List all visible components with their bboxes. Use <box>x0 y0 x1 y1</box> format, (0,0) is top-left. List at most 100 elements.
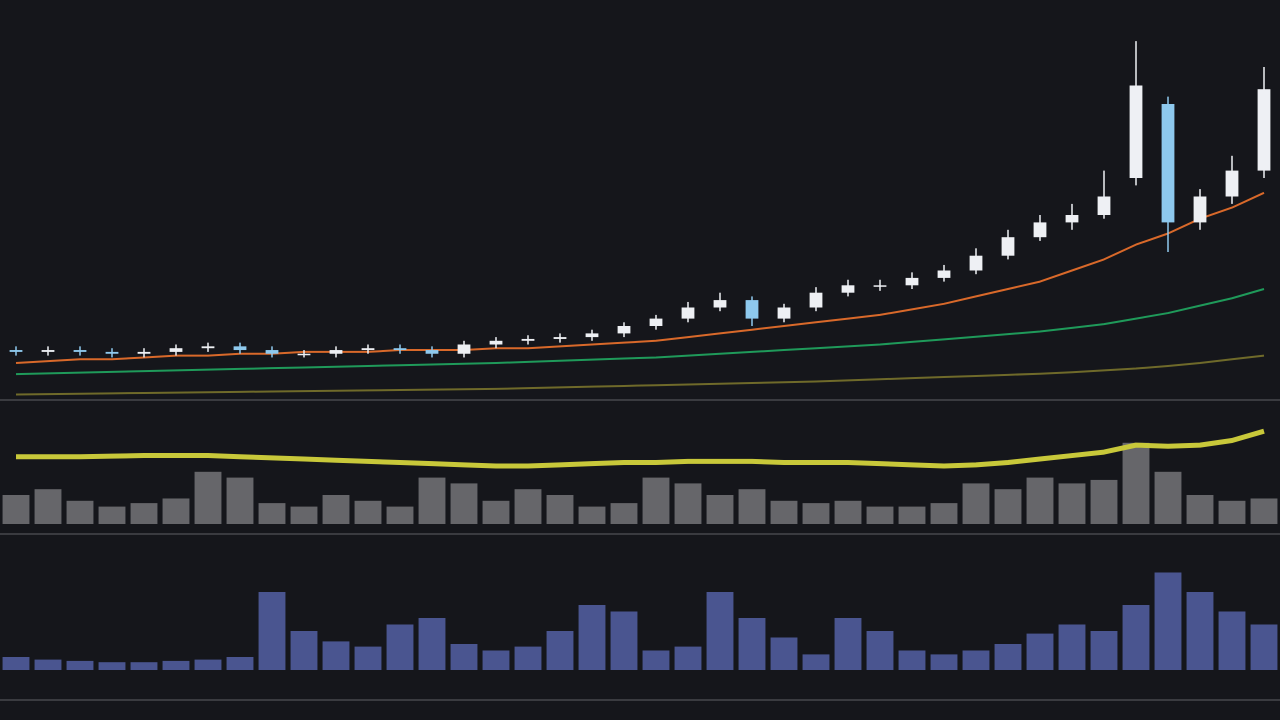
volume-bar <box>354 500 382 524</box>
volume-bar <box>2 657 30 670</box>
candle-body <box>137 351 151 354</box>
volume-bar <box>610 611 638 670</box>
candle-body <box>169 348 183 352</box>
candle-body <box>73 350 87 352</box>
candle-body <box>777 307 791 319</box>
volume-bar <box>482 650 510 670</box>
volume-bar <box>130 662 158 670</box>
candle-body <box>905 277 919 286</box>
volume-bar <box>578 605 606 670</box>
volume-bar <box>674 483 702 524</box>
volume-bar <box>994 489 1022 524</box>
volume-bar <box>1250 624 1278 670</box>
volume-bar <box>898 650 926 670</box>
candle-body <box>713 300 727 308</box>
volume-bar <box>834 618 862 670</box>
volume-bar <box>642 477 670 524</box>
volume-bar <box>962 483 990 524</box>
volume-bar <box>226 657 254 670</box>
candle-body <box>841 285 855 293</box>
volume-bar <box>290 506 318 524</box>
candle-body <box>937 270 951 278</box>
candle-body <box>585 333 599 338</box>
volume-bar <box>706 592 734 670</box>
candle-body <box>457 344 471 354</box>
candle-body <box>233 346 247 351</box>
volume-bar <box>290 631 318 670</box>
volume-bar <box>610 503 638 524</box>
candle-body <box>1001 237 1015 256</box>
volume-bar <box>802 654 830 670</box>
candle-body <box>745 300 759 319</box>
candle-body <box>1033 222 1047 238</box>
candle-body <box>9 350 23 352</box>
candle-body <box>393 348 407 351</box>
volume-bar <box>1026 633 1054 670</box>
volume-bar <box>1090 631 1118 670</box>
volume-bar <box>162 660 190 670</box>
volume-bar <box>866 631 894 670</box>
volume-bar <box>546 495 574 524</box>
volume-bar <box>66 660 94 670</box>
volume-bar <box>770 637 798 670</box>
volume-bar <box>194 471 222 524</box>
volume-bar <box>930 503 958 524</box>
volume-bar <box>1186 592 1214 670</box>
volume-bar <box>450 483 478 524</box>
candle-body <box>201 346 215 349</box>
volume-bar <box>1090 479 1118 524</box>
candle-body <box>265 350 279 354</box>
volume-bar <box>98 662 126 670</box>
volume-bar <box>802 503 830 524</box>
volume-bar <box>418 618 446 670</box>
candle-body <box>553 337 567 339</box>
candle-body <box>1193 196 1207 223</box>
volume-bar <box>1058 483 1086 524</box>
candle-body <box>969 255 983 271</box>
volume-bar <box>674 646 702 670</box>
candle-body <box>1161 104 1175 223</box>
volume-bar <box>450 644 478 670</box>
volume-bar <box>1218 611 1246 670</box>
line-series <box>15 288 1265 376</box>
volume-bar <box>994 644 1022 670</box>
candle-body <box>425 350 439 354</box>
volume-bar <box>898 506 926 524</box>
volume-bar <box>1122 605 1150 670</box>
candle-body <box>361 348 375 351</box>
volume-bar <box>930 654 958 670</box>
candle-body <box>809 292 823 308</box>
volume-bar <box>322 641 350 670</box>
line-series <box>15 354 1265 396</box>
volume-bar <box>2 495 30 524</box>
volume-bar <box>194 659 222 670</box>
volume-bar <box>322 495 350 524</box>
volume-bar <box>418 477 446 524</box>
candle-body <box>873 285 887 287</box>
line-series <box>15 191 1265 364</box>
volume-bar <box>962 650 990 670</box>
volume-bar <box>642 650 670 670</box>
volume-bar <box>34 489 62 524</box>
volume-bar <box>482 500 510 524</box>
volume-bar <box>258 503 286 524</box>
volume-bar <box>1250 498 1278 524</box>
volume-bar <box>738 489 766 524</box>
line-series <box>16 428 1265 469</box>
volume-bar <box>162 498 190 524</box>
volume-bar <box>1026 477 1054 524</box>
candle-body <box>489 340 503 345</box>
volume-bar <box>578 506 606 524</box>
volume-bar <box>514 489 542 524</box>
candle-body <box>1097 196 1111 215</box>
candle-body <box>329 350 343 354</box>
volume-bar <box>514 646 542 670</box>
volume-bar <box>226 477 254 524</box>
volume-bar <box>706 495 734 524</box>
candle-body <box>41 350 55 352</box>
volume-bar <box>386 624 414 670</box>
candle-body <box>297 353 311 356</box>
volume-bar <box>354 646 382 670</box>
